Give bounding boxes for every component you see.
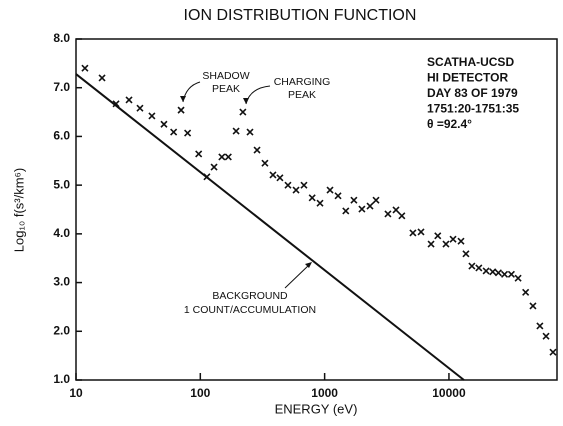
marker: [462, 250, 470, 258]
marker: [427, 240, 435, 248]
annotation: 1 COUNT/ACCUMULATION: [184, 304, 316, 316]
marker: [170, 128, 178, 136]
marker: [98, 74, 106, 82]
x-tick-label: 100: [190, 386, 210, 400]
info-line: DAY 83 OF 1979: [427, 86, 518, 100]
marker: [475, 264, 483, 272]
marker: [276, 174, 284, 182]
marker: [203, 173, 211, 181]
marker: [482, 267, 490, 275]
marker: [489, 268, 497, 276]
y-tick-label: 2.0: [53, 323, 70, 337]
marker: [300, 181, 308, 189]
marker: [449, 235, 457, 243]
marker: [232, 127, 240, 135]
y-tick-label: 4.0: [53, 226, 70, 240]
marker: [246, 128, 254, 136]
arrow: [182, 81, 201, 103]
marker: [549, 348, 557, 356]
marker: [218, 153, 226, 161]
y-tick-label: 5.0: [53, 177, 70, 191]
marker: [468, 262, 476, 270]
marker: [316, 199, 324, 207]
annotation: PEAK: [212, 83, 240, 95]
info-line: SCATHA-UCSD: [427, 55, 514, 69]
marker: [529, 302, 537, 310]
marker: [184, 129, 192, 137]
y-axis-label: Log₁₀ f(s³/km⁶): [11, 168, 26, 252]
y-tick-label: 7.0: [53, 80, 70, 94]
marker: [542, 332, 550, 340]
marker: [350, 196, 358, 204]
marker: [284, 181, 292, 189]
marker: [326, 186, 334, 194]
y-tick-label: 8.0: [53, 31, 70, 45]
marker: [358, 205, 366, 213]
arrowhead: [243, 98, 249, 104]
marker: [112, 100, 120, 108]
marker: [372, 196, 380, 204]
marker: [384, 210, 392, 218]
arrowhead: [180, 96, 186, 102]
marker: [136, 104, 144, 112]
marker: [261, 159, 269, 167]
x-axis-label: ENERGY (eV): [275, 401, 358, 416]
info-line: θ =92.4°: [427, 117, 472, 131]
y-tick-label: 1.0: [53, 372, 70, 386]
marker: [507, 270, 515, 278]
marker: [417, 228, 425, 236]
chart-title: ION DISTRIBUTION FUNCTION: [184, 7, 417, 24]
marker: [536, 322, 544, 330]
marker: [334, 192, 342, 200]
annotation: SHADOW: [202, 70, 249, 82]
info-line: HI DETECTOR: [427, 71, 508, 85]
x-tick-label: 1000: [311, 386, 338, 400]
marker: [434, 232, 442, 240]
y-tick-label: 6.0: [53, 129, 70, 143]
marker: [148, 112, 156, 120]
marker: [195, 150, 203, 158]
marker: [457, 237, 465, 245]
marker: [210, 163, 218, 171]
marker: [514, 274, 522, 282]
marker: [253, 146, 261, 154]
arrowhead: [305, 262, 312, 268]
marker: [224, 153, 232, 161]
x-tick-label: 10000: [432, 386, 466, 400]
marker: [239, 108, 247, 116]
marker: [81, 64, 89, 72]
marker: [342, 207, 350, 215]
marker: [398, 212, 406, 220]
arrow: [284, 263, 311, 289]
marker: [500, 270, 509, 278]
plot-frame: [75, 38, 558, 381]
background-line: [75, 73, 465, 381]
marker: [177, 106, 185, 114]
y-tick-label: 3.0: [53, 275, 70, 289]
marker: [392, 206, 400, 214]
marker: [269, 171, 277, 179]
arrow: [245, 85, 271, 105]
marker: [308, 194, 316, 202]
marker: [442, 240, 450, 248]
marker: [409, 229, 417, 237]
marker: [494, 269, 502, 277]
annotation: PEAK: [288, 89, 316, 101]
marker: [160, 120, 168, 128]
marker: [366, 202, 374, 210]
marker: [292, 186, 300, 194]
annotation: CHARGING: [274, 76, 331, 88]
info-line: 1751:20-1751:35: [427, 102, 519, 116]
annotation: BACKGROUND: [212, 290, 288, 302]
marker: [522, 288, 530, 296]
marker: [125, 96, 133, 104]
x-tick-label: 10: [69, 386, 83, 400]
